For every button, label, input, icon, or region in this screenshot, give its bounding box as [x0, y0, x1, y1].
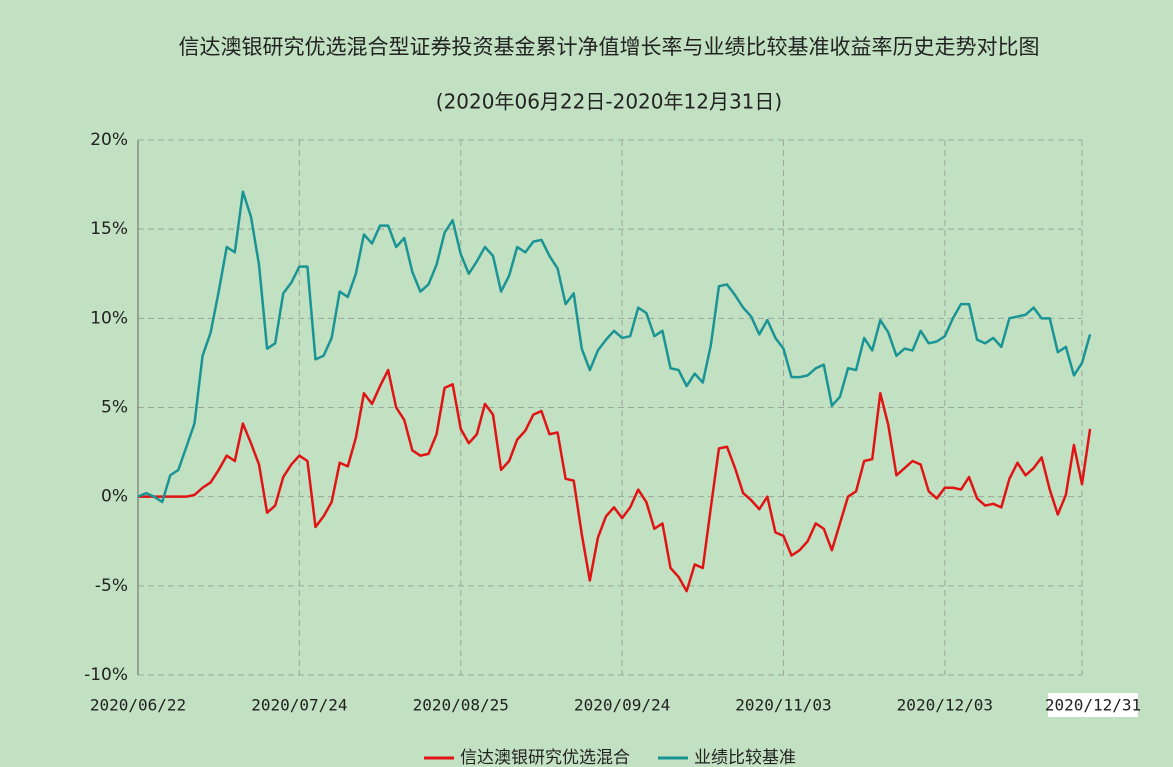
- label-box: [1048, 693, 1138, 717]
- y-tick-label: -5%: [95, 576, 128, 596]
- legend-label: 业绩比较基准: [694, 748, 796, 767]
- line-series: [138, 368, 1092, 593]
- x-tick-label: 2020/12/03: [897, 696, 993, 715]
- y-tick-label: 15%: [90, 219, 128, 239]
- x-tick-label: 2020/09/24: [574, 696, 670, 715]
- y-tick-label: 0%: [101, 487, 128, 507]
- y-tick-label: 5%: [101, 398, 128, 418]
- legend-label: 信达澳银研究优选混合: [460, 748, 630, 767]
- x-tick-label: 2020/11/03: [735, 696, 831, 715]
- x-tick-label: 2020/08/25: [413, 696, 509, 715]
- chart-subtitle: (2020年06月22日-2020年12月31日): [436, 90, 782, 114]
- y-tick-label: 20%: [90, 130, 128, 150]
- x-tick-label: 2020/07/24: [251, 696, 347, 715]
- x-tick-label: 2020/12/31: [1045, 696, 1141, 715]
- chart-title: 信达澳银研究优选混合型证券投资基金累计净值增长率与业绩比较基准收益率历史走势对比…: [179, 35, 1040, 59]
- y-tick-label: 10%: [90, 308, 128, 328]
- y-tick-label: -10%: [84, 665, 128, 685]
- x-tick-label: 2020/06/22: [90, 696, 186, 715]
- line-series: [137, 190, 1092, 504]
